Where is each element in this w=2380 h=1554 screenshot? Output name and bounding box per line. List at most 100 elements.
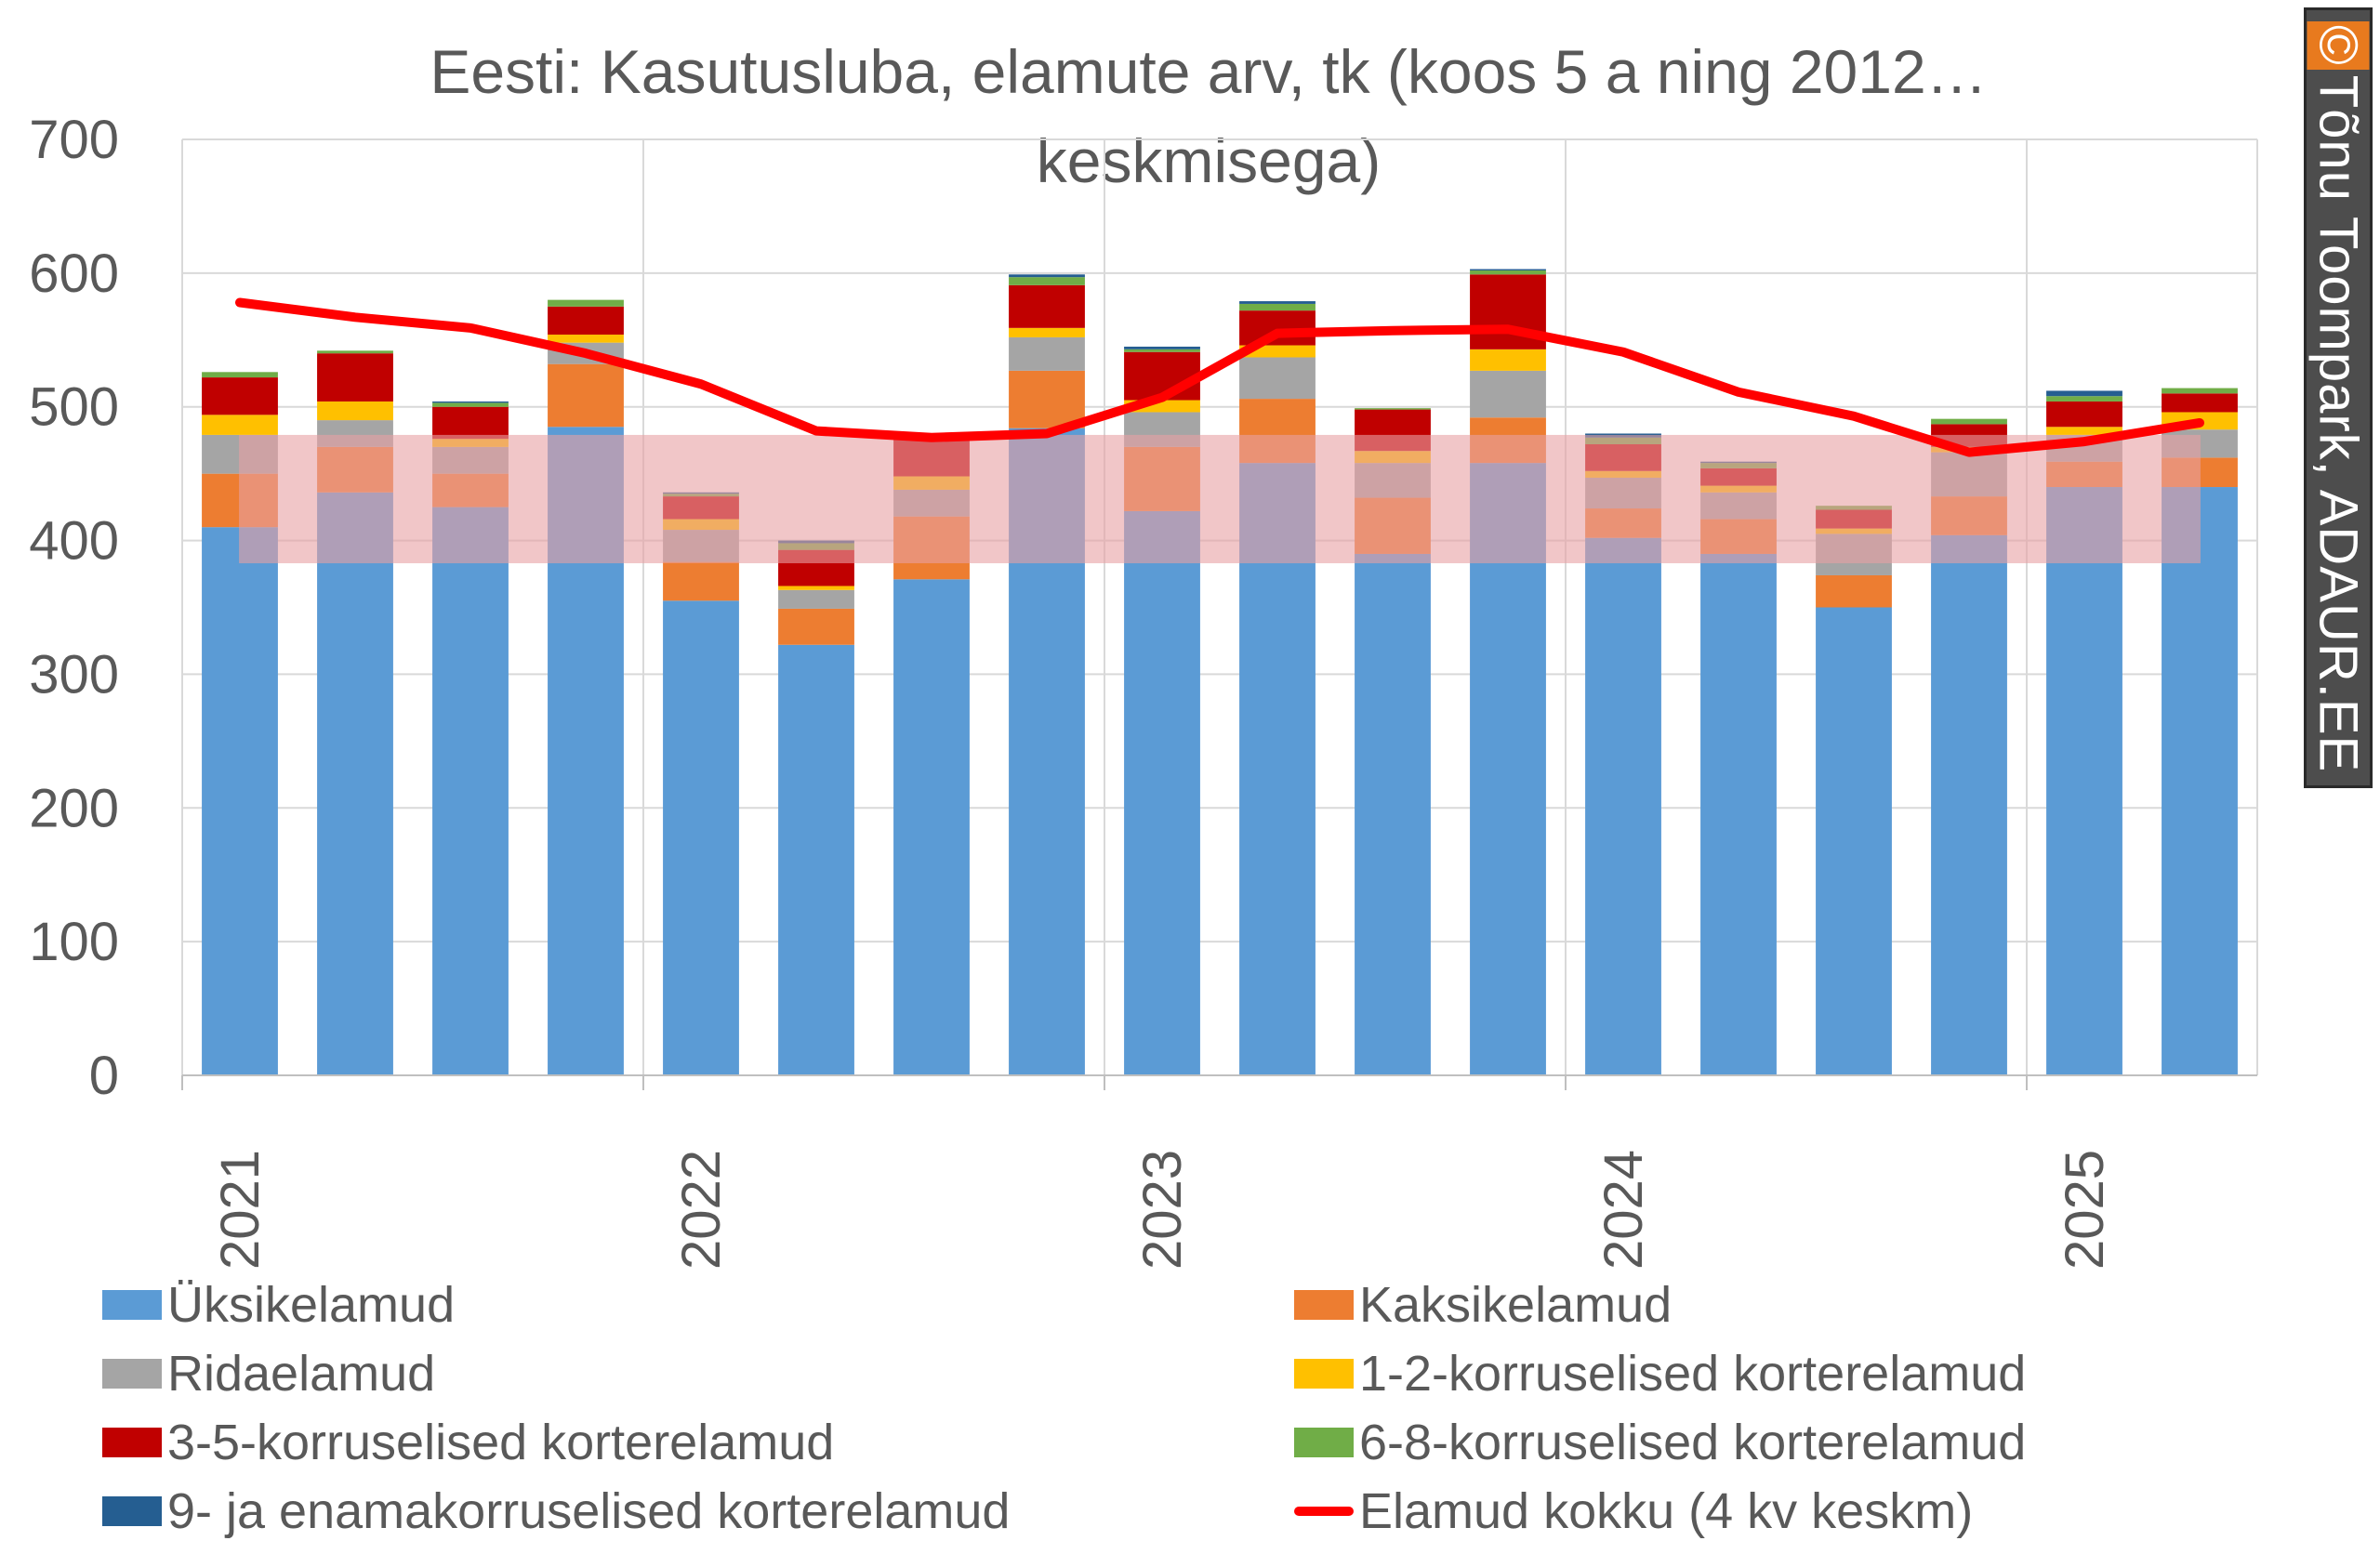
bar-segment bbox=[1009, 370, 1085, 428]
x-tick-label: 2025 bbox=[2055, 1150, 2115, 1270]
x-tick-label: 2023 bbox=[1132, 1150, 1193, 1270]
bar-segment bbox=[1816, 607, 1892, 1075]
legend-label: Ridaelamud bbox=[167, 1346, 436, 1402]
y-tick-label: 500 bbox=[29, 377, 119, 438]
bar-segment bbox=[663, 561, 739, 601]
bar-segment bbox=[2046, 427, 2122, 435]
legend-label: Üksikelamud bbox=[167, 1277, 456, 1333]
legend-item: 1-2-korruselised korterelamud bbox=[1294, 1340, 2026, 1407]
chart-title-line: Eesti: Kasutusluba, elamute arv, tk (koo… bbox=[430, 37, 1987, 106]
bar-segment bbox=[432, 507, 509, 1075]
bar-segment bbox=[1239, 463, 1316, 1075]
legend-item: 3-5-korruselised korterelamud bbox=[102, 1409, 834, 1476]
bar-segment bbox=[202, 377, 278, 415]
bar-segment bbox=[2046, 487, 2122, 1075]
bar-segment bbox=[1355, 408, 1431, 410]
bar-segment bbox=[1239, 357, 1316, 400]
legend-swatch bbox=[1294, 1290, 1354, 1320]
legend-label: 3-5-korruselised korterelamud bbox=[167, 1415, 835, 1470]
watermark-text: ©Tõnu Toompark, ADAUR.EE bbox=[2307, 21, 2370, 772]
bar-segment bbox=[548, 363, 624, 428]
bar-segment bbox=[663, 600, 739, 1075]
bar-segment bbox=[202, 527, 278, 1075]
bar-segment bbox=[1124, 510, 1200, 1075]
bar-segment bbox=[548, 299, 624, 307]
legend-item: Üksikelamud bbox=[102, 1271, 455, 1338]
bar-segment bbox=[1009, 274, 1085, 278]
legend-item: Kaksikelamud bbox=[1294, 1271, 1672, 1338]
bar-segment bbox=[1470, 370, 1546, 418]
y-tick-label: 700 bbox=[29, 110, 119, 170]
watermark: ©Tõnu Toompark, ADAUR.EE bbox=[2304, 7, 2373, 788]
legend-swatch bbox=[1294, 1507, 1354, 1516]
legend-item: 6-8-korruselised korterelamud bbox=[1294, 1409, 2026, 1476]
reference-band bbox=[239, 434, 2201, 564]
bar-segment bbox=[1470, 349, 1546, 371]
bar-segment bbox=[202, 372, 278, 378]
legend-swatch bbox=[1294, 1359, 1354, 1389]
bar-segment bbox=[548, 335, 624, 343]
y-tick-label: 200 bbox=[29, 778, 119, 838]
legend-label: 1-2-korruselised korterelamud bbox=[1359, 1346, 2027, 1402]
watermark-label: Tõnu Toompark, ADAUR.EE bbox=[2307, 74, 2369, 773]
bar-segment bbox=[317, 350, 393, 354]
bar-segment bbox=[2046, 396, 2122, 402]
x-tick-label: 2021 bbox=[210, 1150, 271, 1270]
bar-segment bbox=[548, 306, 624, 336]
bar-segment bbox=[1700, 553, 1777, 1075]
bar-segment bbox=[1239, 310, 1316, 346]
legend-label: 6-8-korruselised korterelamud bbox=[1359, 1415, 2027, 1470]
legend-label: Elamud kokku (4 kv keskm) bbox=[1359, 1483, 1974, 1539]
bar-segment bbox=[1585, 537, 1661, 1075]
y-tick-label: 100 bbox=[29, 912, 119, 972]
bar-segment bbox=[317, 492, 393, 1075]
bar-segment bbox=[1124, 351, 1200, 401]
bar-segment bbox=[202, 415, 278, 435]
copyright-icon: © bbox=[2307, 21, 2370, 70]
line-series-path bbox=[235, 297, 2204, 457]
chart-legend: Üksikelamud Kaksikelamud Ridaelamud 1-2-kor… bbox=[102, 1271, 2352, 1550]
legend-label: 9- ja enamakorruselised korterelamud bbox=[167, 1483, 1011, 1539]
bar-segment bbox=[432, 406, 509, 440]
chart-title-line: keskmisega) bbox=[1037, 126, 1381, 195]
bar-segment bbox=[2162, 487, 2238, 1075]
y-tick-label: 0 bbox=[89, 1046, 119, 1106]
x-tick-label: 2024 bbox=[1593, 1150, 1654, 1270]
legend-item: Ridaelamud bbox=[102, 1340, 435, 1407]
bar-segment bbox=[1009, 336, 1085, 371]
legend-item: Elamud kokku (4 kv keskm) bbox=[1294, 1478, 1973, 1545]
bar-segment bbox=[2046, 401, 2122, 428]
y-tick-label: 400 bbox=[29, 511, 119, 572]
y-tick-label: 300 bbox=[29, 644, 119, 705]
bar-segment bbox=[1009, 277, 1085, 285]
bar-segment bbox=[778, 586, 854, 590]
bar-segment bbox=[1124, 349, 1200, 352]
legend-swatch bbox=[1294, 1428, 1354, 1457]
bar-segment bbox=[778, 608, 854, 645]
bar-segment bbox=[1931, 534, 2007, 1075]
bar-segment bbox=[778, 644, 854, 1075]
bar-segment bbox=[1009, 284, 1085, 328]
bar-segment bbox=[2162, 393, 2238, 413]
bar-segment bbox=[1816, 574, 1892, 608]
bar-segment bbox=[1470, 463, 1546, 1075]
legend-swatch bbox=[102, 1428, 162, 1457]
bar-segment bbox=[893, 579, 970, 1075]
bar-segment bbox=[432, 402, 509, 407]
bar-segment bbox=[1009, 327, 1085, 337]
bar-segment bbox=[1239, 301, 1316, 304]
legend-item: 9- ja enamakorruselised korterelamud bbox=[102, 1478, 1010, 1545]
bar-segment bbox=[1355, 553, 1431, 1075]
bar-segment bbox=[1931, 418, 2007, 425]
legend-swatch bbox=[102, 1496, 162, 1526]
legend-label: Kaksikelamud bbox=[1359, 1277, 1673, 1333]
bar-segment bbox=[317, 401, 393, 421]
legend-swatch bbox=[102, 1359, 162, 1389]
legend-swatch bbox=[102, 1290, 162, 1320]
bar-segment bbox=[1470, 270, 1546, 275]
bar-segment bbox=[778, 589, 854, 609]
bar-segment bbox=[1124, 346, 1200, 349]
bar-segment bbox=[2046, 390, 2122, 397]
